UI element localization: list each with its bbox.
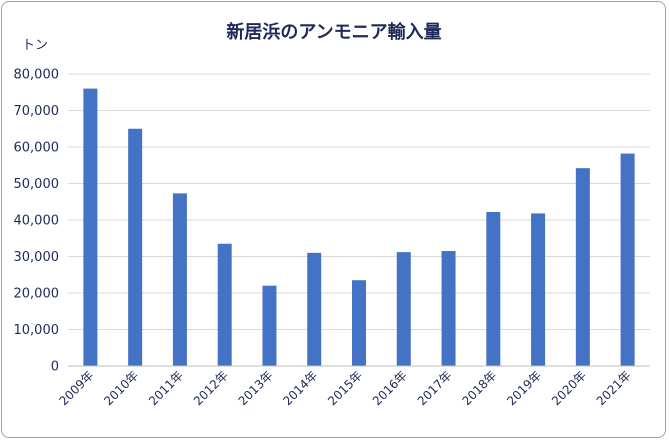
bar-2010年 [128, 129, 142, 366]
bar-2019年 [531, 213, 545, 366]
y-tick-label: 0 [51, 360, 59, 375]
x-tick-label: 2014年 [280, 368, 320, 408]
x-tick-label: 2016年 [370, 368, 410, 408]
y-tick-label: 50,000 [14, 177, 60, 192]
y-axis-unit-label: トン [22, 38, 48, 53]
x-tick-label: 2019年 [504, 368, 544, 408]
x-tick-label: 2010年 [101, 368, 141, 408]
bars [83, 89, 634, 366]
x-tick-label: 2013年 [236, 368, 276, 408]
x-tick-label: 2017年 [415, 368, 455, 408]
y-tick-label: 40,000 [14, 214, 60, 229]
y-tick-label: 70,000 [14, 104, 60, 119]
bar-2018年 [486, 212, 500, 366]
chart-title: 新居浜のアンモニア輸入量 [226, 21, 441, 43]
x-tick-label: 2021年 [594, 368, 634, 408]
bar-2015年 [352, 280, 366, 366]
y-axis-tick-labels: 0 10,000 20,000 30,000 40,000 50,000 60,000 70,… [14, 68, 60, 375]
x-tick-label: 2015年 [325, 368, 365, 408]
y-tick-label: 10,000 [14, 323, 60, 338]
x-tick-label: 2009年 [57, 368, 97, 408]
y-tick-label: 80,000 [14, 68, 60, 83]
x-tick-label: 2011年 [146, 368, 186, 408]
y-tick-label: 60,000 [14, 141, 60, 156]
bar-2012年 [218, 244, 232, 366]
bar-2011年 [173, 193, 187, 366]
bar-2016年 [397, 252, 411, 366]
bar-2009年 [83, 89, 97, 366]
y-tick-label: 30,000 [14, 250, 60, 265]
y-tick-label: 20,000 [14, 287, 60, 302]
x-tick-label: 2012年 [191, 368, 231, 408]
bar-2014年 [307, 253, 321, 366]
x-tick-label: 2018年 [459, 368, 499, 408]
bar-2020年 [576, 168, 590, 366]
bar-2021年 [621, 154, 635, 366]
bar-2017年 [442, 251, 456, 366]
bar-2013年 [262, 286, 276, 366]
x-tick-label: 2020年 [549, 368, 589, 408]
x-axis-tick-labels: 2009年 2010年 2011年 2012年 2013年 2014年 2015年 2016年… [57, 368, 634, 408]
